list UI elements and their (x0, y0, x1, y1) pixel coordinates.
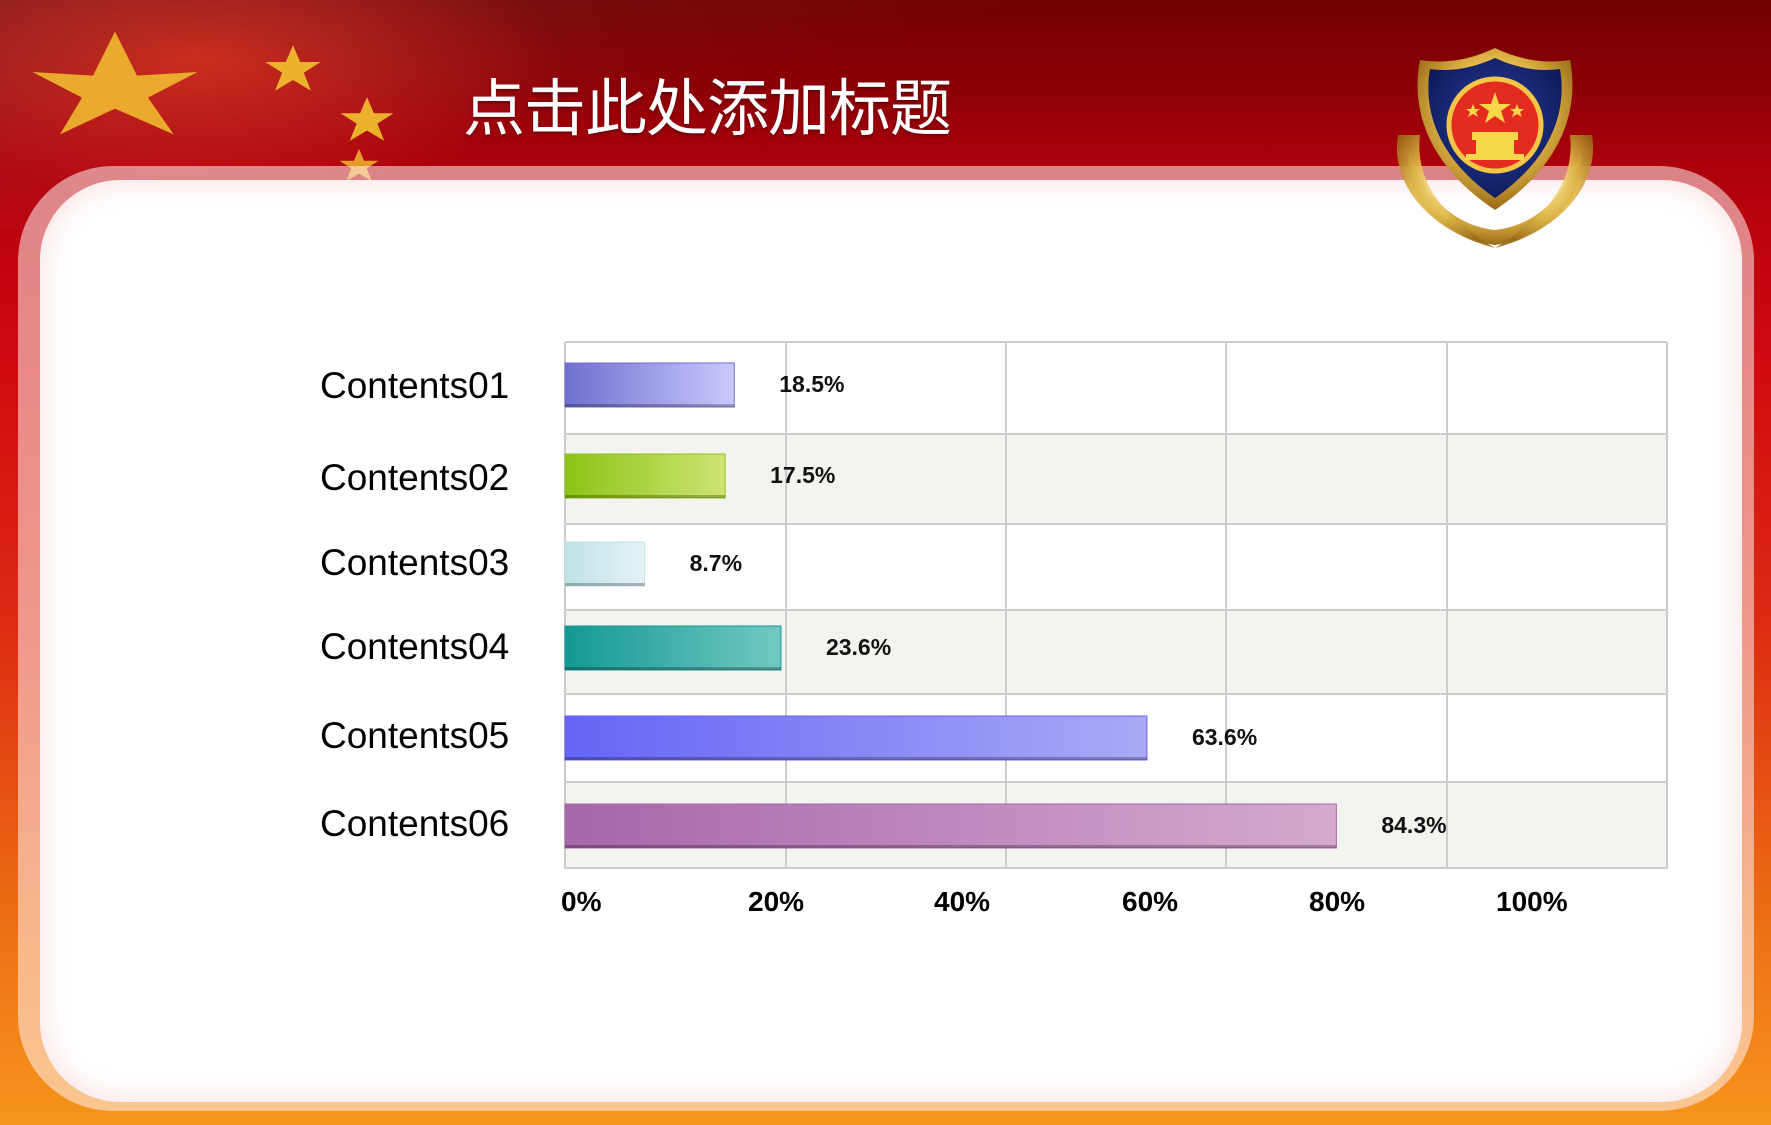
bar-contents05[interactable] (564, 715, 1148, 761)
chart-row-band (565, 524, 1667, 610)
flag-star-large-icon (32, 31, 198, 135)
chart-grid (564, 341, 1668, 869)
value-label: 23.6% (825, 634, 892, 660)
bar-contents03[interactable] (564, 541, 646, 587)
bar-shadow (565, 495, 726, 498)
police-emblem-icon (1396, 48, 1594, 248)
category-label: Contents05 (320, 715, 510, 756)
value-label: 18.5% (779, 371, 845, 397)
x-tick-label: 80% (1309, 886, 1366, 917)
flag-star-small-icon (265, 45, 321, 91)
flag-star-small-icon (339, 148, 379, 182)
category-label: Contents02 (320, 457, 510, 498)
category-label: Contents04 (320, 626, 510, 667)
bar-contents01[interactable] (564, 362, 735, 408)
x-tick-label: 0% (561, 886, 602, 917)
value-label: 17.5% (770, 462, 836, 488)
chart-row-band (565, 434, 1667, 524)
bar-contents06[interactable] (564, 803, 1337, 849)
category-label: Contents01 (320, 365, 510, 406)
value-label: 63.6% (1191, 724, 1258, 750)
x-tick-label: 40% (934, 886, 991, 917)
bar-shadow (565, 667, 781, 670)
x-tick-label: 20% (748, 886, 805, 917)
bar-shadow (565, 845, 1337, 848)
x-tick-label: 100% (1496, 886, 1568, 917)
bar-contents04[interactable] (564, 625, 782, 671)
chart-bands (565, 342, 1667, 868)
category-label: Contents03 (320, 542, 510, 583)
bar-shadow (565, 583, 645, 586)
bar-shadow (565, 757, 1147, 760)
chart-bars (564, 362, 1337, 849)
bar-shadow (565, 404, 735, 407)
slide-title[interactable]: 点击此处添加标题 (463, 72, 952, 145)
category-label: Contents06 (320, 803, 510, 844)
bar-contents02[interactable] (564, 453, 726, 499)
value-label: 8.7% (689, 550, 743, 576)
flag-star-small-icon (340, 97, 394, 141)
x-tick-label: 60% (1122, 886, 1179, 917)
value-label: 84.3% (1381, 812, 1447, 838)
chart-row-band (565, 342, 1667, 434)
